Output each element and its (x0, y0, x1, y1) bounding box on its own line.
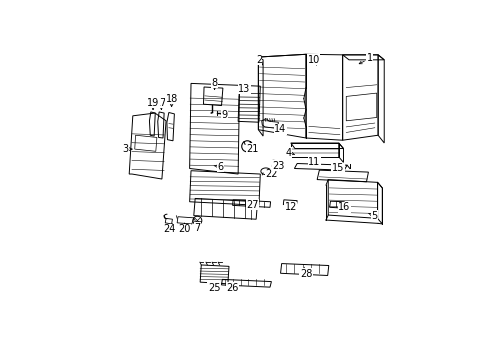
Text: 22: 22 (264, 169, 277, 179)
Text: 16: 16 (338, 202, 350, 212)
Text: 24: 24 (163, 224, 176, 234)
Text: 18: 18 (165, 94, 177, 104)
Text: 8: 8 (211, 77, 217, 87)
Text: 2: 2 (255, 55, 262, 65)
Text: 5: 5 (371, 211, 377, 221)
Text: 21: 21 (246, 144, 259, 153)
Text: 4: 4 (285, 148, 291, 158)
Text: 9: 9 (221, 110, 227, 120)
Text: 7: 7 (194, 222, 200, 233)
Text: 23: 23 (272, 161, 284, 171)
Text: 3: 3 (122, 144, 128, 154)
Text: 12: 12 (284, 202, 296, 212)
Text: 10: 10 (307, 55, 319, 65)
Text: 28: 28 (299, 269, 312, 279)
Text: 11: 11 (307, 157, 320, 167)
Text: 20: 20 (178, 225, 190, 234)
Text: 25: 25 (207, 283, 220, 293)
Text: 26: 26 (226, 283, 238, 293)
Text: 13: 13 (238, 84, 250, 94)
Text: 27: 27 (246, 199, 259, 210)
Text: 1: 1 (366, 53, 372, 63)
Text: 6: 6 (217, 162, 223, 172)
Text: 17: 17 (155, 98, 167, 108)
Text: 14: 14 (274, 124, 286, 134)
Text: 15: 15 (331, 163, 344, 174)
Text: 19: 19 (146, 98, 159, 108)
